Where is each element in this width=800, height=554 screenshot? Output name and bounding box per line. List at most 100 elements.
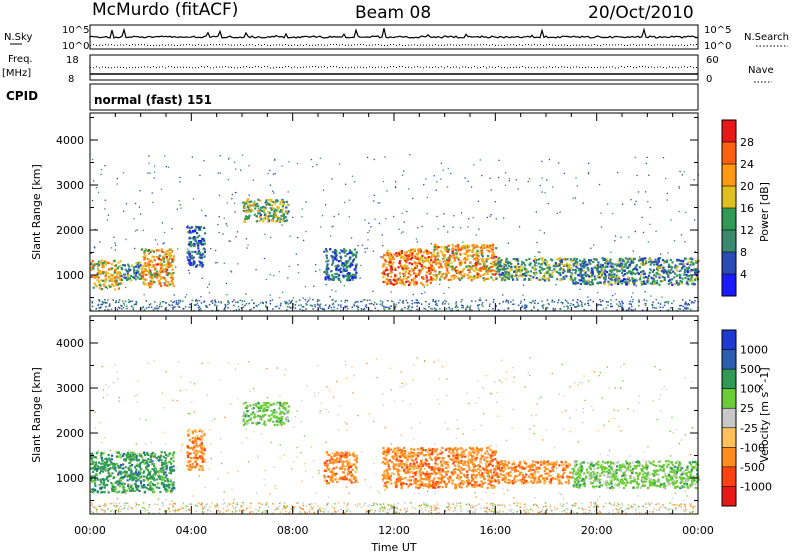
heatmap-cell [560, 301, 562, 304]
heatmap-cell [383, 305, 385, 308]
heatmap-cell [511, 274, 514, 277]
heatmap-cell [100, 465, 103, 469]
heatmap-cell [690, 261, 693, 264]
nsearch-dot [300, 44, 301, 46]
heatmap-cell [119, 307, 121, 309]
heatmap-cell [667, 275, 670, 278]
heatmap-cell [242, 201, 245, 204]
nsearch-dot [276, 44, 277, 46]
heatmap-cell [96, 279, 99, 282]
heatmap-cell [678, 210, 680, 213]
heatmap-cell [352, 276, 355, 279]
heatmap-cell [266, 401, 269, 405]
heatmap-cell [142, 306, 145, 308]
heatmap-cell [454, 248, 457, 251]
heatmap-cell [101, 462, 104, 465]
heatmap-cell [620, 236, 622, 238]
heatmap-cell [332, 225, 334, 227]
heatmap-cell [444, 303, 446, 305]
nsearch-dot [204, 44, 205, 46]
heatmap-cell [342, 276, 345, 279]
heatmap-cell [418, 269, 421, 272]
heatmap-cell [237, 263, 239, 265]
heatmap-cell [409, 154, 411, 156]
nsearch-dot [549, 44, 550, 46]
heatmap-cell [127, 484, 130, 488]
heatmap-cell [200, 262, 204, 265]
heatmap-cell [324, 278, 327, 281]
heatmap-cell [142, 486, 145, 489]
heatmap-cell [246, 206, 250, 209]
heatmap-cell [565, 275, 568, 278]
heatmap-cell [203, 449, 206, 452]
heatmap-cell [666, 272, 669, 275]
heatmap-cell [344, 262, 347, 265]
heatmap-cell [425, 280, 428, 283]
heatmap-cell [502, 294, 504, 296]
heatmap-cell [164, 155, 166, 157]
heatmap-cell [275, 415, 278, 418]
heatmap-cell [400, 251, 403, 255]
heatmap-cell [340, 281, 342, 283]
heatmap-cell [541, 268, 544, 271]
heatmap-cell [275, 209, 278, 212]
heatmap-cell [627, 236, 630, 238]
heatmap-cell [145, 269, 148, 272]
heatmap-cell [465, 309, 467, 311]
heatmap-cell [361, 244, 364, 246]
heatmap-cell [146, 466, 149, 470]
heatmap-cell [97, 268, 99, 270]
heatmap-cell [567, 307, 569, 310]
heatmap-cell [242, 418, 245, 421]
heatmap-cell [417, 301, 420, 304]
nsearch-dot [606, 44, 607, 46]
heatmap-cell [203, 160, 205, 162]
heatmap-cell [192, 198, 195, 200]
heatmap-cell [417, 262, 420, 265]
heatmap-cell [99, 273, 102, 276]
heatmap-cell [100, 173, 102, 176]
heatmap-cell [98, 461, 101, 464]
heatmap-cell [530, 302, 533, 304]
heatmap-cell [588, 304, 590, 307]
heatmap-cell [490, 262, 493, 265]
heatmap-cell [274, 173, 276, 175]
heatmap-cell [468, 245, 471, 248]
heatmap-cell [353, 305, 355, 307]
heatmap-cell [435, 260, 438, 263]
nsearch-dot [543, 44, 544, 46]
heatmap-cell [483, 263, 487, 266]
heatmap-cell [152, 201, 154, 203]
heatmap-cell [138, 206, 141, 208]
heatmap-cell [156, 275, 159, 278]
heatmap-cell [115, 244, 117, 246]
heatmap-cell [104, 484, 107, 487]
heatmap-cell [470, 279, 473, 282]
heatmap-cell [490, 189, 492, 191]
heatmap-cell [269, 300, 272, 302]
heatmap-cell [435, 308, 438, 311]
heatmap-cell [610, 305, 612, 308]
heatmap-cell [507, 300, 509, 302]
heatmap-cell [447, 278, 450, 282]
heatmap-cell [166, 480, 169, 483]
heatmap-cell [488, 305, 491, 307]
heatmap-cell [153, 177, 155, 179]
heatmap-cell [270, 200, 273, 203]
heatmap-cell [430, 259, 433, 262]
heatmap-cell [480, 258, 483, 261]
heatmap-cell [653, 280, 656, 283]
nave-dot [402, 66, 403, 68]
heatmap-cell [198, 428, 201, 431]
heatmap-cell [463, 252, 466, 255]
heatmap-cell [266, 409, 269, 412]
heatmap-cell [408, 270, 411, 273]
nave-dot [675, 66, 676, 68]
heatmap-cell [144, 466, 148, 469]
heatmap-cell [107, 464, 110, 467]
nsearch-dot [246, 44, 247, 46]
heatmap-cell [572, 304, 574, 306]
heatmap-cell [196, 457, 199, 460]
nsky-line [89, 27, 699, 39]
heatmap-cell [110, 463, 113, 466]
